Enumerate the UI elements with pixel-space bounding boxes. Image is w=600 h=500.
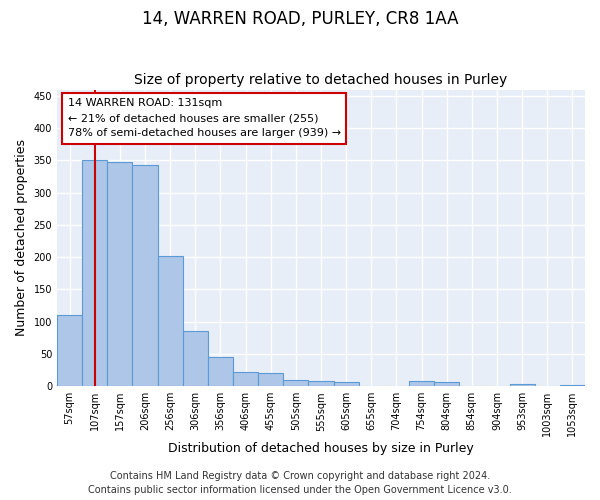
Text: 14 WARREN ROAD: 131sqm
← 21% of detached houses are smaller (255)
78% of semi-de: 14 WARREN ROAD: 131sqm ← 21% of detached… — [68, 98, 341, 138]
X-axis label: Distribution of detached houses by size in Purley: Distribution of detached houses by size … — [168, 442, 474, 455]
Bar — [434, 382, 459, 386]
Bar — [57, 316, 82, 386]
Bar — [158, 256, 183, 386]
Text: Contains HM Land Registry data © Crown copyright and database right 2024.
Contai: Contains HM Land Registry data © Crown c… — [88, 471, 512, 495]
Bar — [308, 381, 334, 386]
Bar — [334, 382, 359, 386]
Bar — [208, 356, 233, 386]
Bar — [258, 374, 283, 386]
Bar — [107, 162, 133, 386]
Bar — [183, 332, 208, 386]
Bar — [409, 381, 434, 386]
Text: 14, WARREN ROAD, PURLEY, CR8 1AA: 14, WARREN ROAD, PURLEY, CR8 1AA — [142, 10, 458, 28]
Y-axis label: Number of detached properties: Number of detached properties — [15, 140, 28, 336]
Bar — [233, 372, 258, 386]
Bar — [82, 160, 107, 386]
Bar — [283, 380, 308, 386]
Title: Size of property relative to detached houses in Purley: Size of property relative to detached ho… — [134, 73, 508, 87]
Bar — [560, 385, 585, 386]
Bar — [509, 384, 535, 386]
Bar — [133, 165, 158, 386]
